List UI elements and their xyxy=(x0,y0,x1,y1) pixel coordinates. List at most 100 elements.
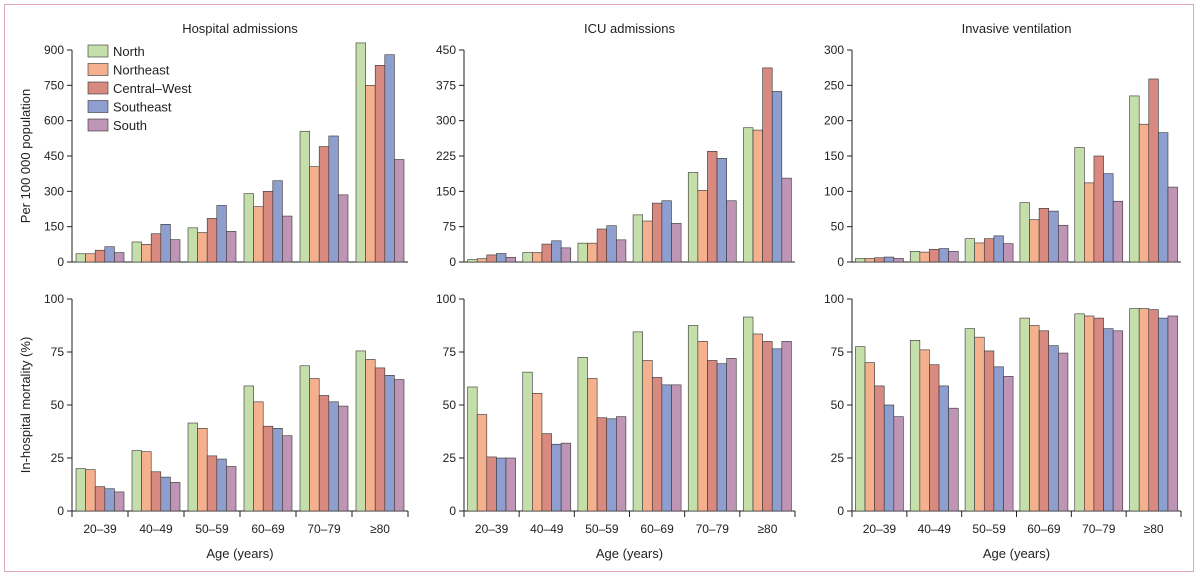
x-tick-label: 20–39 xyxy=(475,522,509,536)
bar-icu-0-3 xyxy=(496,253,507,263)
bar-hosp-5-2 xyxy=(374,65,386,263)
bar-mort2-2-3 xyxy=(606,418,617,512)
bar-mort3-2-4 xyxy=(1003,376,1014,512)
bar-icu-3-0 xyxy=(632,214,643,263)
bar-icu-5-0 xyxy=(743,127,754,263)
bar-mort3-5-0 xyxy=(1129,308,1140,512)
bar-mort3-4-3 xyxy=(1103,328,1114,512)
y-tick-label: 750 xyxy=(44,78,64,92)
bar-hosp-0-3 xyxy=(104,246,115,263)
panel-title: ICU admissions xyxy=(584,21,676,36)
y-tick-label: 100 xyxy=(44,292,64,306)
bar-mort2-4-2 xyxy=(707,360,718,512)
bar-icu-3-3 xyxy=(661,200,672,263)
y-tick-label: 25 xyxy=(831,451,845,465)
y-tick-label: 100 xyxy=(824,292,844,306)
y-tick-label: 450 xyxy=(44,149,64,163)
panel-title: Hospital admissions xyxy=(182,21,298,36)
panel-vent: 0 50 100 150 200 250 300 Invasive ventilation xyxy=(824,21,1181,269)
bar-icu-2-2 xyxy=(596,228,608,263)
bar-icu-5-4 xyxy=(781,177,792,263)
bar-mort3-1-4 xyxy=(948,407,959,512)
bar-hosp-0-0 xyxy=(75,253,86,263)
bar-mort1-0-1 xyxy=(85,469,96,512)
bar-mort1-0-3 xyxy=(104,488,115,512)
figure-frame xyxy=(4,4,1194,572)
bar-hosp-4-0 xyxy=(299,130,310,263)
bar-vent-4-1 xyxy=(1084,182,1095,263)
bar-mort1-2-1 xyxy=(197,428,208,512)
bar-hosp-5-1 xyxy=(365,85,376,263)
x-tick-label: 70–79 xyxy=(307,522,341,536)
bar-mort2-1-0 xyxy=(522,371,533,512)
bar-mort3-4-4 xyxy=(1112,330,1124,512)
bar-vent-2-0 xyxy=(964,238,975,263)
legend-label: North xyxy=(113,44,145,59)
bar-icu-5-3 xyxy=(771,91,783,263)
x-tick-label: 50–59 xyxy=(972,522,1006,536)
y-tick-label: 0 xyxy=(449,255,456,269)
bar-mort2-0-0 xyxy=(467,386,478,512)
bar-hosp-3-1 xyxy=(253,206,264,263)
bar-icu-2-3 xyxy=(606,225,617,263)
bar-vent-0-1 xyxy=(864,258,875,263)
bar-vent-5-4 xyxy=(1167,186,1178,263)
bar-mort3-3-2 xyxy=(1038,330,1050,512)
bar-vent-5-1 xyxy=(1138,123,1150,263)
bar-mort3-0-3 xyxy=(883,404,895,512)
bar-hosp-5-3 xyxy=(384,54,395,263)
bar-mort3-0-4 xyxy=(893,416,904,512)
bar-mort2-5-2 xyxy=(762,341,773,512)
bar-icu-4-2 xyxy=(707,150,718,263)
bar-mort3-3-4 xyxy=(1058,352,1069,512)
panel-mort2: 0 25 50 75 100 20–39 40–49 50–59 60–69 70–79 ≥80 Ag… xyxy=(436,292,796,561)
bar-icu-3-1 xyxy=(642,220,653,263)
bar-hosp-1-2 xyxy=(150,233,162,263)
bar-hosp-3-4 xyxy=(282,215,293,263)
bar-mort3-1-1 xyxy=(919,349,930,512)
bar-icu-1-0 xyxy=(522,252,533,263)
bar-mort2-3-3 xyxy=(661,384,672,512)
bar-icu-4-1 xyxy=(697,190,708,263)
bar-hosp-4-2 xyxy=(318,146,330,263)
bar-mort1-5-0 xyxy=(355,350,366,512)
bar-mort1-0-2 xyxy=(94,486,106,512)
y-tick-label: 0 xyxy=(837,504,844,518)
x-tick-label: 20–39 xyxy=(83,522,117,536)
bar-mort1-0-0 xyxy=(75,468,86,512)
bar-hosp-4-4 xyxy=(338,194,349,263)
bar-hosp-0-2 xyxy=(94,249,106,263)
bar-vent-5-2 xyxy=(1148,78,1159,263)
y-tick-label: 0 xyxy=(837,255,844,269)
x-tick-label: 60–69 xyxy=(640,522,674,536)
bar-hosp-2-0 xyxy=(187,227,198,263)
y-tick-label: 300 xyxy=(824,43,844,57)
y-tick-label: 300 xyxy=(44,184,64,198)
bar-mort1-4-4 xyxy=(338,405,349,512)
y-tick-label: 75 xyxy=(443,345,457,359)
legend-label: South xyxy=(113,118,147,133)
bar-icu-2-1 xyxy=(587,242,598,263)
bar-mort2-5-1 xyxy=(752,333,763,512)
panel-mort1: 0 25 50 75 100 20–39 40–49 50–59 60–69 70–79 ≥80 In… xyxy=(18,292,409,561)
bar-icu-4-3 xyxy=(716,158,727,263)
bar-mort1-5-3 xyxy=(384,375,395,512)
x-tick-label: 70–79 xyxy=(696,522,730,536)
bar-mort2-2-0 xyxy=(577,356,588,512)
bar-mort1-1-4 xyxy=(170,482,181,512)
y-tick-label: 300 xyxy=(436,114,456,128)
panel-mort3: 0 25 50 75 100 20–39 40–49 50–59 60–69 70–79 ≥80 Ag… xyxy=(824,292,1182,561)
x-axis-label: Age (years) xyxy=(596,546,663,561)
bar-mort1-2-2 xyxy=(206,455,218,512)
bar-icu-1-3 xyxy=(551,240,562,263)
bar-icu-1-1 xyxy=(532,252,543,263)
bar-hosp-4-3 xyxy=(328,135,339,263)
bar-mort3-2-3 xyxy=(993,366,1004,512)
bar-hosp-2-4 xyxy=(226,231,237,263)
panel-hosp: 0 150 300 450 600 750 900 Hospital admissions Pe… xyxy=(18,21,408,269)
bar-icu-5-1 xyxy=(752,129,763,263)
bar-mort3-1-0 xyxy=(909,340,921,512)
bar-mort1-1-3 xyxy=(160,476,171,512)
y-tick-label: 100 xyxy=(824,184,844,198)
